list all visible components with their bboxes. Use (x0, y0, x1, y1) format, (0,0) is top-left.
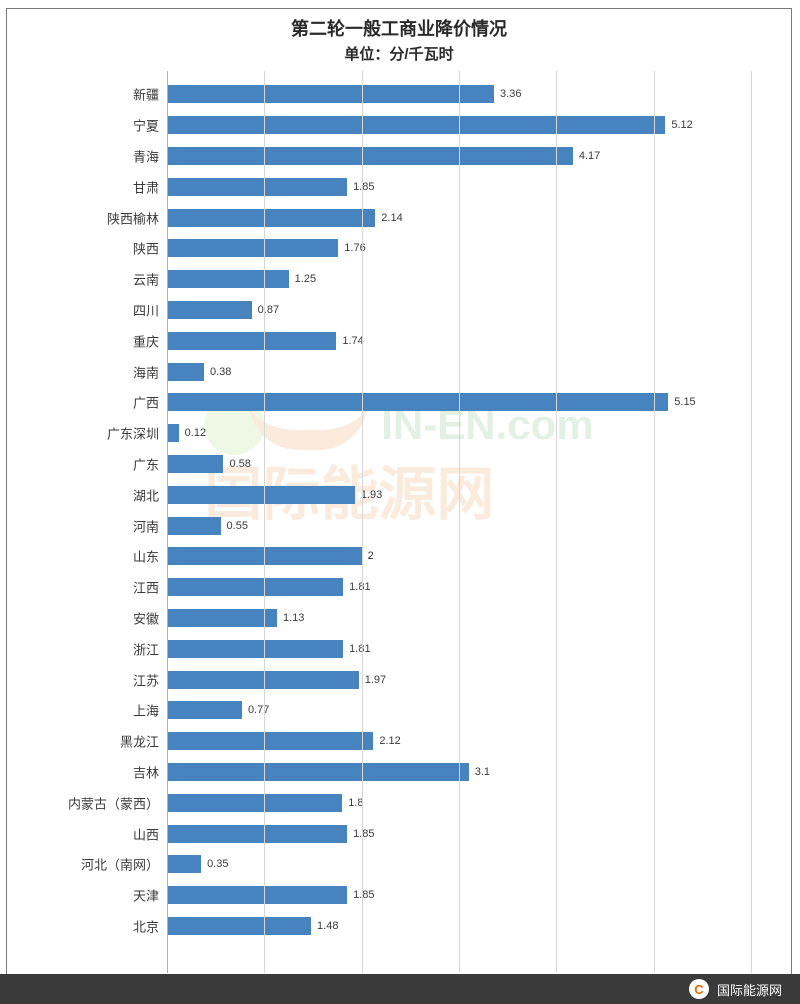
category-label: 浙江 (133, 639, 167, 658)
gridline (751, 71, 752, 973)
bar (167, 917, 311, 935)
bar (167, 701, 242, 719)
bar (167, 578, 343, 596)
bar (167, 886, 347, 904)
bar (167, 671, 359, 689)
category-label: 上海 (133, 701, 167, 720)
category-label: 天津 (133, 886, 167, 905)
value-label: 0.38 (204, 366, 231, 378)
footer-attribution: C 国际能源网 (0, 974, 800, 1004)
bar (167, 239, 338, 257)
bar (167, 609, 277, 627)
bar (167, 363, 204, 381)
y-axis-line (167, 71, 168, 973)
bar (167, 763, 469, 781)
gridline (556, 71, 557, 973)
category-label: 陕西榆林 (107, 208, 167, 227)
bar (167, 332, 336, 350)
category-label: 广东 (133, 454, 167, 473)
category-label: 江苏 (133, 670, 167, 689)
value-label: 5.15 (668, 396, 695, 408)
gridline (362, 71, 363, 973)
category-label: 黑龙江 (120, 732, 167, 751)
category-label: 江西 (133, 578, 167, 597)
value-label: 1.81 (343, 581, 370, 593)
category-label: 广东深圳 (107, 424, 167, 443)
category-label: 宁夏 (133, 116, 167, 135)
category-label: 新疆 (133, 85, 167, 104)
category-label: 安徽 (133, 608, 167, 627)
category-label: 广西 (133, 393, 167, 412)
value-label: 0.87 (252, 304, 279, 316)
category-label: 湖北 (133, 485, 167, 504)
bar (167, 517, 221, 535)
value-label: 3.36 (494, 88, 521, 100)
gridline (459, 71, 460, 973)
category-label: 山东 (133, 547, 167, 566)
bar (167, 640, 343, 658)
value-label: 4.17 (573, 150, 600, 162)
value-label: 1.8 (342, 797, 363, 809)
category-label: 吉林 (133, 762, 167, 781)
value-label: 0.12 (179, 427, 206, 439)
bar (167, 178, 347, 196)
plot-area: 新疆3.36宁夏5.12青海4.17甘肃1.85陕西榆林2.14陕西1.76云南… (167, 71, 751, 973)
footer-label: 国际能源网 (717, 980, 782, 999)
value-label: 0.55 (221, 520, 248, 532)
value-label: 2.12 (373, 735, 400, 747)
category-label: 陕西 (133, 239, 167, 258)
category-label: 云南 (133, 270, 167, 289)
bar (167, 732, 373, 750)
category-label: 甘肃 (133, 177, 167, 196)
bar (167, 424, 179, 442)
gridline (264, 71, 265, 973)
category-label: 四川 (133, 300, 167, 319)
bar (167, 147, 573, 165)
value-label: 1.81 (343, 643, 370, 655)
category-label: 海南 (133, 362, 167, 381)
value-label: 1.74 (336, 335, 363, 347)
value-label: 2.14 (375, 212, 402, 224)
category-label: 内蒙古（蒙西） (68, 793, 167, 812)
value-label: 1.13 (277, 612, 304, 624)
value-label: 1.25 (289, 273, 316, 285)
chart-frame: 第二轮一般工商业降价情况 单位：分/千瓦时 IN-EN.com 国际能源网 新疆… (6, 8, 792, 996)
chart-subtitle: 单位：分/千瓦时 (7, 43, 791, 64)
value-label: 1.97 (359, 674, 386, 686)
category-label: 青海 (133, 146, 167, 165)
value-label: 5.12 (665, 119, 692, 131)
category-label: 河南 (133, 516, 167, 535)
bar (167, 116, 665, 134)
bar (167, 85, 494, 103)
bar (167, 455, 223, 473)
bar (167, 209, 375, 227)
category-label: 重庆 (133, 331, 167, 350)
category-label: 北京 (133, 916, 167, 935)
value-label: 0.35 (201, 858, 228, 870)
category-label: 河北（南网） (81, 855, 167, 874)
value-label: 3.1 (469, 766, 490, 778)
bar (167, 270, 289, 288)
bar (167, 855, 201, 873)
value-label: 1.93 (355, 489, 382, 501)
value-label: 1.48 (311, 920, 338, 932)
category-label: 山西 (133, 824, 167, 843)
chart-title: 第二轮一般工商业降价情况 (7, 15, 791, 41)
bar (167, 825, 347, 843)
gridline (654, 71, 655, 973)
footer-logo-icon: C (689, 979, 709, 999)
bar (167, 393, 668, 411)
value-label: 2 (362, 550, 374, 562)
bar (167, 486, 355, 504)
bar (167, 794, 342, 812)
bar (167, 301, 252, 319)
value-label: 0.58 (223, 458, 250, 470)
